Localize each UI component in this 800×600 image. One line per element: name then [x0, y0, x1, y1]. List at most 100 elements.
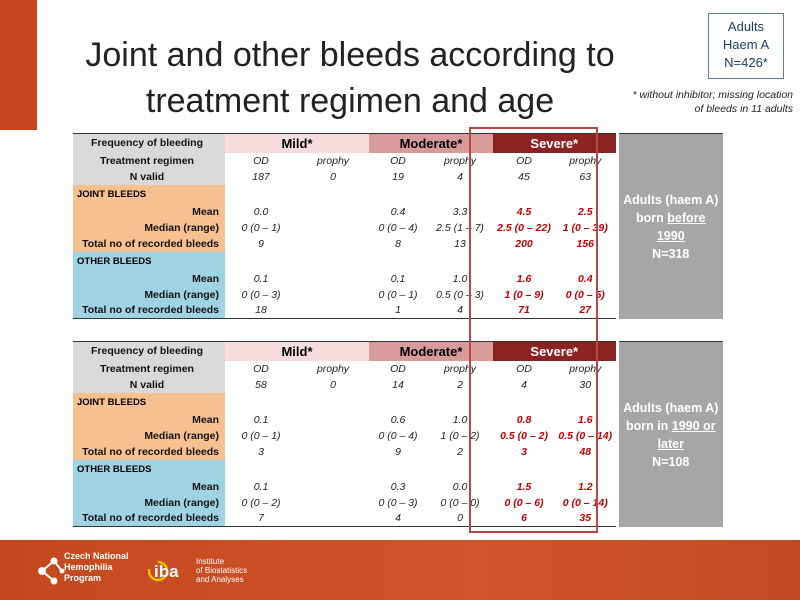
slide-title: Joint and other bleeds according to trea… — [85, 36, 615, 120]
logo-line: Program — [64, 573, 102, 583]
regimen-row: Treatment regimen OD prophy OD prophy OD… — [73, 360, 723, 377]
regimen-cell: OD — [253, 154, 269, 167]
table-born-1990-or-later: Frequency of bleeding Mild* Moderate* Se… — [73, 341, 724, 527]
footnote: * without inhibitor; missing location of… — [632, 89, 794, 115]
total-label: Total no of recorded bleeds — [73, 235, 225, 252]
iba-logo-icon: iba — [148, 560, 179, 582]
n-valid-cell: 63 — [579, 170, 592, 183]
total-label: Total no of recorded bleeds — [73, 443, 225, 460]
n-valid-cell: 14 — [392, 378, 404, 391]
badge-line: N=426* — [724, 55, 768, 70]
cohort-side-label: Adults (haem A) born before 1990 N=318 — [615, 133, 724, 319]
frequency-label: Frequency of bleeding — [73, 341, 225, 361]
cell: 0.1 — [253, 480, 269, 493]
cohort-badge: Adults Haem A N=426* — [708, 13, 784, 79]
severe-cell: 1.5 — [516, 480, 532, 493]
severe-cell: 4.5 — [516, 205, 532, 218]
severe-cell: 200 — [515, 237, 533, 250]
cell: 8 — [395, 237, 401, 250]
severe-cell: 0.8 — [516, 413, 532, 426]
n-valid-cell: 4 — [457, 170, 463, 183]
joint-median-row: Median (range) 0 (0 – 1) 0 (0 – 4) 1 (0 … — [73, 427, 723, 444]
joint-total-row: Total no of recorded bleeds 9 8 13 200 1… — [73, 235, 723, 252]
logo-line: Hemophilia — [64, 562, 113, 572]
cell — [297, 302, 369, 319]
cell: 0.1 — [390, 272, 406, 285]
severe-cell: 0 (0 – 14) — [562, 496, 608, 509]
regimen-cell: OD — [390, 154, 406, 167]
cell: 3 — [258, 445, 264, 458]
regimen-row: Treatment regimen OD prophy OD prophy OD… — [73, 152, 723, 169]
footer-band — [0, 540, 800, 600]
total-label: Total no of recorded bleeds — [73, 302, 225, 319]
cell — [297, 220, 369, 236]
cell — [297, 412, 369, 428]
median-label: Median (range) — [73, 494, 225, 511]
severe-cell: 1.6 — [577, 413, 593, 426]
iba-mark: iba — [154, 562, 179, 581]
logo-line: Czech National — [64, 551, 129, 561]
n-valid-cell: 2 — [457, 378, 463, 391]
side-line: Adults (haem A) — [623, 400, 719, 415]
table-born-before-1990: Frequency of bleeding Mild* Moderate* Se… — [73, 133, 724, 319]
moderate-header: Moderate* — [369, 341, 494, 361]
accent-bar — [0, 0, 37, 130]
severe-cell: 48 — [579, 445, 592, 458]
other-total-row: Total no of recorded bleeds 7 4 0 6 35 — [73, 510, 723, 527]
mild-header: Mild* — [225, 133, 369, 153]
severe-cell: 35 — [555, 510, 618, 527]
other-total-row: Total no of recorded bleeds 18 1 4 71 27 — [73, 302, 723, 319]
regimen-cell: OD — [516, 362, 532, 375]
severe-cell: 0.5 (0 – 14) — [558, 429, 613, 442]
severe-header: Severe* — [493, 133, 618, 153]
other-median-row: Median (range) 0 (0 – 3) 0 (0 – 1) 0.5 (… — [73, 286, 723, 303]
median-label: Median (range) — [73, 286, 225, 303]
cell: 1 — [369, 302, 427, 319]
joint-section-label: JOINT BLEEDS — [73, 392, 225, 412]
frequency-label: Frequency of bleeding — [73, 133, 225, 153]
cell: 1.0 — [452, 272, 468, 285]
severe-header: Severe* — [493, 341, 618, 361]
total-label: Total no of recorded bleeds — [73, 510, 225, 527]
joint-section-label: JOINT BLEEDS — [73, 184, 225, 204]
n-valid-cell: 30 — [579, 378, 592, 391]
n-valid-row: N valid 58 0 14 2 4 30 — [73, 376, 723, 393]
n-valid-cell: 45 — [518, 170, 530, 183]
joint-section-row: JOINT BLEEDS — [73, 392, 723, 412]
badge-line: Haem A — [722, 37, 770, 52]
iba-logo-text: Institute of Biostatistics and Analyses — [196, 557, 247, 584]
n-valid-cell: 0 — [330, 170, 336, 183]
mean-label: Mean — [73, 478, 225, 495]
side-line: N=318 — [652, 246, 690, 261]
n-valid-cell: 4 — [521, 378, 527, 391]
joint-mean-row: Mean 0.1 0.6 1.0 0.8 1.6 — [73, 411, 723, 428]
severe-cell: 156 — [576, 237, 595, 250]
cell: 4 — [427, 302, 494, 319]
other-section-label: OTHER BLEEDS — [73, 459, 225, 479]
cell — [297, 287, 369, 303]
joint-median-row: Median (range) 0 (0 – 1) 0 (0 – 4) 2.5 (… — [73, 219, 723, 236]
severe-cell: 0 (0 – 5) — [565, 288, 605, 301]
cell: 9 — [258, 237, 264, 250]
other-mean-row: Mean 0.1 0.1 1.0 1.6 0.4 — [73, 270, 723, 287]
cell: 2 — [457, 445, 463, 458]
cell: 0.0 — [452, 480, 468, 493]
side-line: N=108 — [652, 454, 690, 469]
severe-cell: 1.2 — [577, 480, 593, 493]
regimen-cell: prophy — [569, 362, 602, 375]
cell: 7 — [225, 510, 297, 527]
cell — [297, 495, 369, 511]
side-line-underlined: 1990 or later — [657, 418, 716, 451]
cell: 0 (0 – 4) — [378, 429, 418, 442]
hemophilia-program-logo-text: Czech National Hemophilia Program — [64, 551, 129, 584]
cell — [297, 428, 369, 444]
regimen-cell: prophy — [316, 362, 350, 375]
cell — [297, 444, 369, 460]
median-label: Median (range) — [73, 219, 225, 236]
cell: 0.3 — [390, 480, 406, 493]
regimen-cell: prophy — [569, 154, 602, 167]
side-line: Adults (haem A) — [623, 192, 719, 207]
severe-cell: 27 — [555, 302, 618, 319]
cell: 0.1 — [253, 413, 269, 426]
side-line: born — [636, 210, 668, 225]
